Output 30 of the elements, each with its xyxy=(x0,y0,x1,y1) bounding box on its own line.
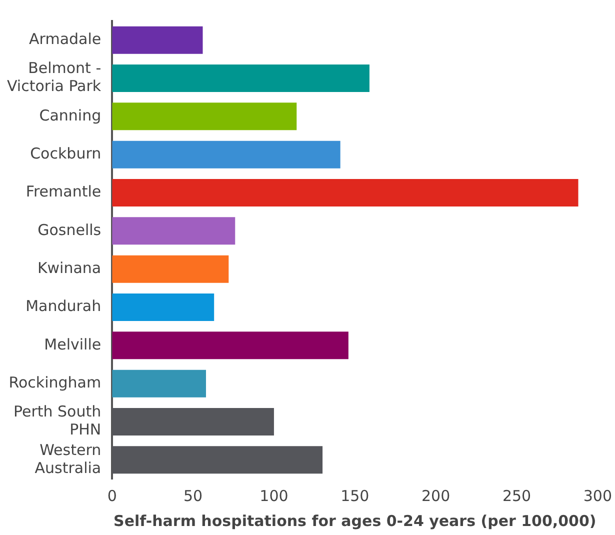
y-tick-label: Melville xyxy=(44,335,102,354)
bar xyxy=(112,332,348,360)
bar xyxy=(112,102,297,130)
y-tick-label: Belmont - Victoria Park xyxy=(6,59,102,96)
x-tick-label: 300 xyxy=(583,486,612,505)
y-tick-label: Rockingham xyxy=(8,373,102,392)
bar xyxy=(112,370,206,398)
y-tick-label: Mandurah xyxy=(26,297,102,316)
bar xyxy=(112,179,578,206)
x-tick-label: 100 xyxy=(260,486,288,505)
bar xyxy=(112,217,236,245)
y-tick-label: Cockburn xyxy=(30,144,102,162)
x-tick-label: 0 xyxy=(107,486,117,505)
bar xyxy=(112,140,340,168)
y-tick-label: Armadale xyxy=(29,30,102,48)
y-tick-label: Fremantle xyxy=(26,182,102,201)
bar xyxy=(112,64,370,92)
bar xyxy=(112,294,214,321)
bar xyxy=(112,255,229,283)
bar xyxy=(112,26,203,54)
x-tick-label: 150 xyxy=(340,486,370,505)
y-tick-label: Canning xyxy=(39,106,102,124)
x-tick-label: 200 xyxy=(422,486,450,505)
y-tick-label: Kwinana xyxy=(37,258,102,277)
y-tick-label: Perth South PHN xyxy=(13,402,102,439)
x-axis-title: Self-harm hospitations for ages 0-24 years (per 100,000) xyxy=(114,512,596,530)
x-tick-label: 250 xyxy=(502,486,532,505)
y-tick-label: Western Australia xyxy=(34,440,102,477)
y-tick-label: Gosnells xyxy=(38,220,102,239)
x-tick-label: 50 xyxy=(183,486,203,505)
